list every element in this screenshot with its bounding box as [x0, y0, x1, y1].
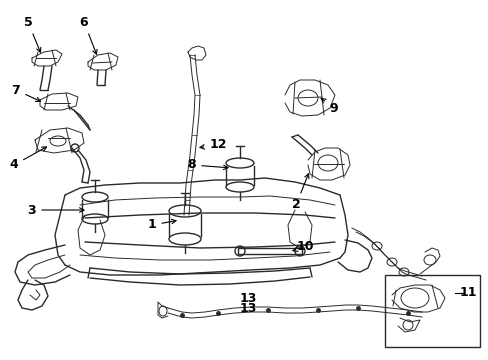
Text: 2: 2	[291, 174, 308, 211]
Text: 11: 11	[458, 287, 476, 300]
Text: 6: 6	[80, 15, 97, 54]
Text: 7: 7	[12, 84, 41, 102]
Text: 3: 3	[28, 203, 84, 216]
Text: 9: 9	[321, 98, 338, 114]
Text: 13: 13	[239, 292, 256, 305]
Text: 13: 13	[239, 302, 256, 315]
Text: 5: 5	[23, 15, 41, 52]
Bar	[384, 275, 479, 347]
Text: 1: 1	[147, 219, 176, 231]
Text: 4: 4	[10, 147, 46, 171]
Text: 8: 8	[187, 158, 227, 171]
Text: 12: 12	[200, 139, 226, 152]
Text: 10: 10	[292, 240, 313, 253]
